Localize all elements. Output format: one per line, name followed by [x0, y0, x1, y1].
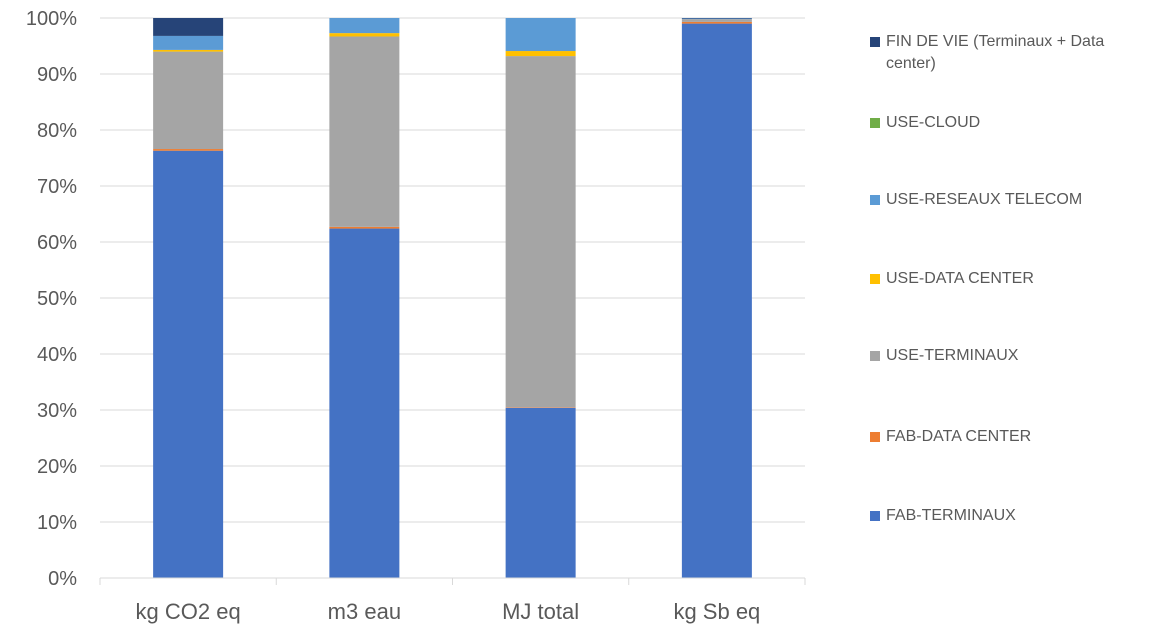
legend-label: FIN DE VIE (Terminaux + Data center)	[886, 33, 1105, 72]
chart-plot: 0% 10% 20% 30% 40% 50% 60% 70% 80% 90% 100% kg CO2 …	[26, 8, 806, 624]
legend-item: FIN DE VIE (Terminaux + Data center)	[870, 31, 1152, 75]
bar-segment-use-terminaux	[505, 56, 576, 408]
legend-item: USE-CLOUD	[870, 112, 1152, 134]
y-tick-label: 60%	[37, 232, 77, 254]
legend-item: USE-DATA CENTER	[870, 268, 1152, 290]
bar-segment-use-terminaux	[153, 51, 224, 150]
x-category-label: kg Sb eq	[673, 599, 760, 624]
legend-item: USE-RESEAUX TELECOM	[870, 189, 1152, 211]
bar-segment-fab-terminaux	[681, 23, 752, 579]
bar-segment-fab-terminaux	[329, 228, 400, 578]
bar-segment-fab-data-center	[681, 21, 752, 24]
legend-swatch	[870, 274, 880, 284]
legend: FIN DE VIE (Terminaux + Data center) USE-…	[870, 0, 1153, 631]
bar-segment-use-reseaux-telecom	[329, 18, 400, 34]
bar-segment-use-reseaux-telecom	[153, 35, 224, 50]
legend-label: FAB-TERMINAUX	[886, 507, 1016, 524]
y-tick-label: 80%	[37, 120, 77, 142]
bar-segment-use-reseaux-telecom	[505, 18, 576, 52]
bar-segment-fin-de-vie-terminaux-data-center	[153, 18, 224, 36]
legend-item: USE-TERMINAUX	[870, 345, 1152, 367]
legend-label: USE-RESEAUX TELECOM	[886, 191, 1083, 208]
y-tick-label: 100%	[26, 8, 77, 30]
legend-swatch	[870, 195, 880, 205]
legend-swatch	[870, 511, 880, 521]
bar-segment-fab-terminaux	[505, 407, 576, 578]
legend-label: USE-DATA CENTER	[886, 270, 1034, 287]
legend-label: FAB-DATA CENTER	[886, 428, 1032, 445]
bar-segment-fab-data-center	[329, 226, 400, 229]
legend-swatch	[870, 37, 880, 47]
y-tick-label: 0%	[48, 568, 77, 590]
bar-segment-use-data-center	[505, 51, 576, 57]
bar-segment-fab-data-center	[505, 407, 576, 408]
bar-segment-use-terminaux	[681, 19, 752, 22]
legend-swatch	[870, 118, 880, 128]
legend-item: FAB-TERMINAUX	[870, 505, 1152, 527]
legend-label: USE-TERMINAUX	[886, 347, 1019, 364]
y-tick-label: 70%	[37, 176, 77, 198]
bar-segment-fab-data-center	[153, 149, 224, 151]
y-tick-label: 40%	[37, 344, 77, 366]
bar-segment-use-terminaux	[329, 36, 400, 227]
legend-swatch	[870, 432, 880, 442]
y-tick-label: 10%	[37, 512, 77, 534]
y-tick-label: 30%	[37, 400, 77, 422]
bar-segment-use-data-center	[153, 49, 224, 52]
legend-label: USE-CLOUD	[886, 114, 981, 131]
legend-swatch	[870, 351, 880, 361]
y-tick-label: 50%	[37, 288, 77, 310]
bar-segment-fin-de-vie-terminaux-data-center	[681, 18, 752, 19]
bar-segment-use-reseaux-telecom	[681, 18, 752, 20]
bar-segment-use-data-center	[329, 33, 400, 37]
x-category-label: MJ total	[502, 599, 579, 624]
x-category-label: m3 eau	[328, 599, 401, 624]
x-category-label: kg CO2 eq	[136, 599, 241, 624]
bar-segment-fab-terminaux	[153, 150, 224, 578]
legend-item: FAB-DATA CENTER	[870, 426, 1152, 448]
y-tick-label: 90%	[37, 64, 77, 86]
y-tick-label: 20%	[37, 456, 77, 478]
